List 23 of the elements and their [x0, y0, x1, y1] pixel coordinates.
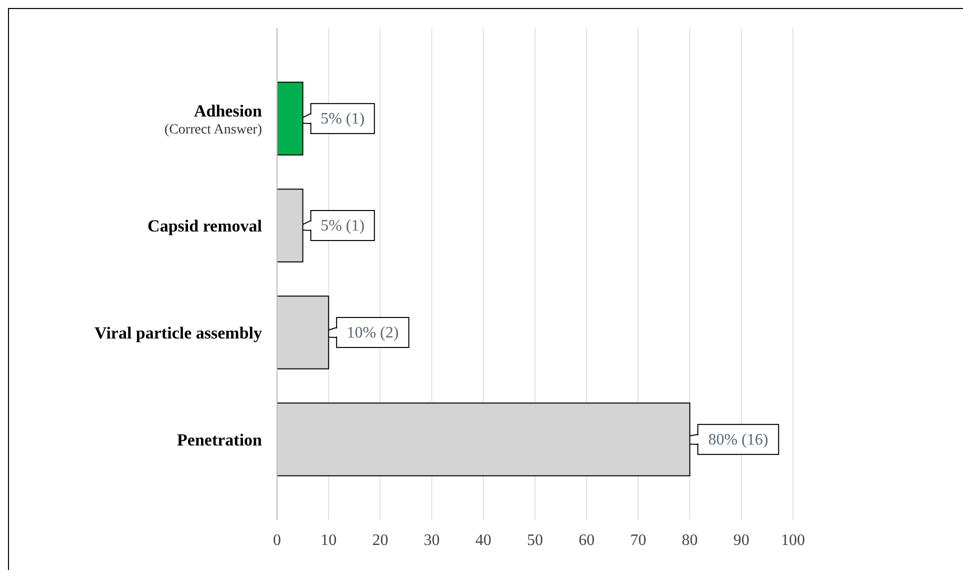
x-tick-label: 80	[682, 532, 698, 549]
x-tick-label: 30	[424, 532, 440, 549]
x-tick-label: 20	[372, 532, 388, 549]
y-tick-label: Viral particle assembly	[94, 323, 262, 342]
bar	[276, 188, 304, 262]
y-tick-label: Adhesion (Correct Answer)	[164, 102, 263, 138]
data-label: 10% (2)	[346, 324, 399, 342]
x-tick-label: 10	[320, 532, 337, 549]
y-tick-label: Capsid removal	[148, 216, 262, 236]
x-tick-label: 50	[527, 532, 543, 549]
x-tick-label: 70	[630, 532, 646, 549]
bar	[276, 402, 690, 476]
x-tick-label: 60	[578, 532, 595, 549]
x-tick-label: 40	[475, 532, 492, 549]
bar	[276, 296, 330, 370]
bar	[276, 82, 304, 156]
x-tick-label: 100	[781, 532, 805, 549]
x-tick-label: 90	[733, 532, 750, 549]
x-tick-label: 0	[273, 532, 281, 549]
y-tick-label: Penetration	[177, 430, 263, 450]
data-label: 5% (1)	[320, 110, 365, 128]
data-label: 80% (16)	[708, 431, 768, 448]
data-label: 5% (1)	[320, 218, 365, 235]
